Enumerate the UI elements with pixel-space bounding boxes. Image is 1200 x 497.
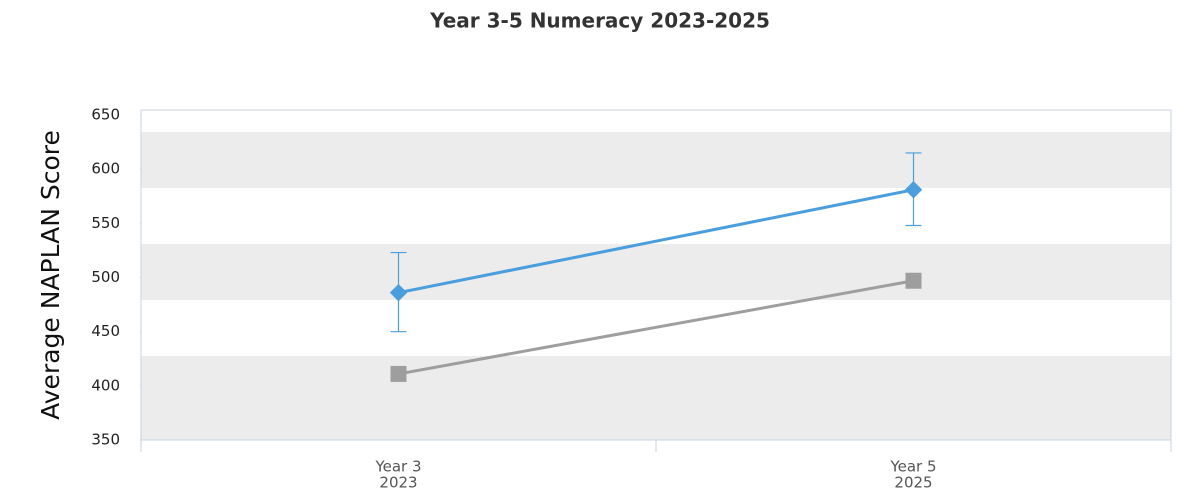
y-tick-label: 350 xyxy=(91,431,120,449)
x-tick-label: Year 3 xyxy=(374,458,421,476)
marker xyxy=(905,272,922,289)
band xyxy=(141,412,1171,440)
x-tick-label: 2025 xyxy=(894,474,932,492)
band xyxy=(141,132,1171,188)
y-tick-label: 450 xyxy=(91,322,120,340)
marker xyxy=(390,365,407,382)
y-tick-label: 650 xyxy=(91,106,120,124)
band xyxy=(141,356,1171,412)
y-tick-label: 400 xyxy=(91,376,120,394)
band xyxy=(141,244,1171,300)
chart-title: Year 3-5 Numeracy 2023-2025 xyxy=(429,9,770,33)
marker xyxy=(389,283,408,302)
x-tick-label: 2023 xyxy=(379,474,417,492)
series-line xyxy=(398,279,914,376)
x-tick-label: Year 5 xyxy=(889,458,936,476)
y-axis-label: Average NAPLAN Score xyxy=(36,130,65,420)
series-line xyxy=(398,188,914,295)
y-tick-label: 600 xyxy=(91,160,120,178)
y-tick-label: 550 xyxy=(91,214,120,232)
y-tick-label: 500 xyxy=(91,268,120,286)
marker xyxy=(904,181,923,199)
